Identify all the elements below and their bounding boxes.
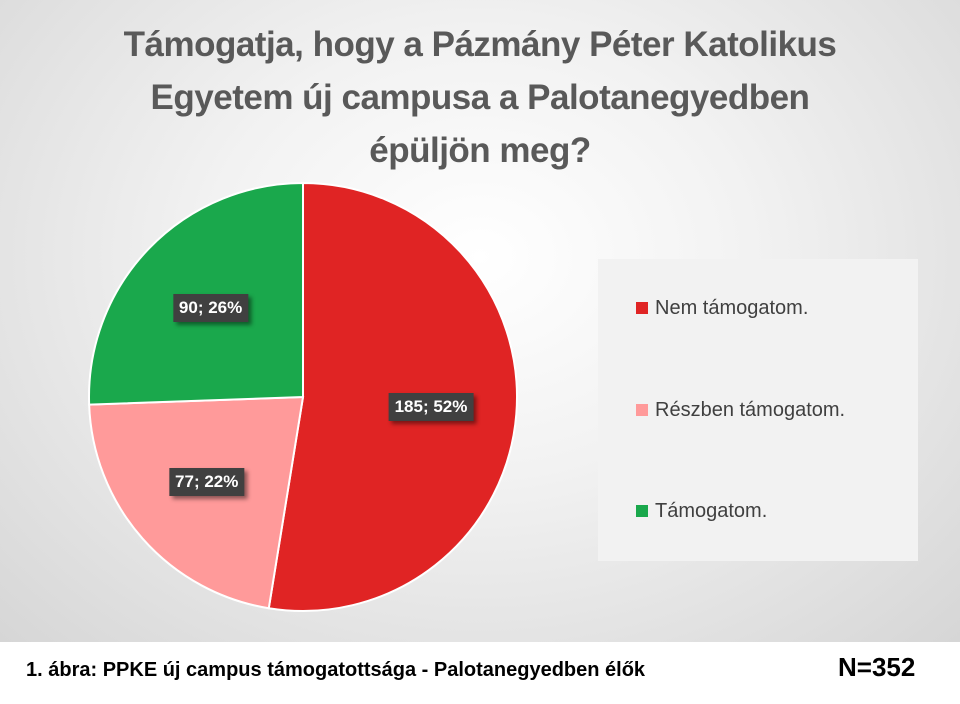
chart-title-line: épüljön meg?	[369, 131, 591, 170]
pie-slice	[88, 395, 305, 610]
sample-size-label: N=352	[838, 652, 916, 682]
legend-item-tamogatom: Támogatom.	[636, 499, 767, 523]
legend-label: Támogatom.	[655, 499, 768, 522]
legend-item-nem-tamogatom: Nem támogatom.	[636, 296, 808, 320]
legend-swatch-pink	[636, 404, 648, 416]
legend-label: Részben támogatom.	[655, 398, 846, 421]
legend-swatch-green	[636, 505, 648, 517]
chart-area: Támogatja, hogy a Pázmány Péter Katoliku…	[0, 0, 960, 642]
pie-data-label: 90; 26%	[172, 293, 249, 322]
figure-footer: 1. ábra: PPKE új campus támogatottsága -…	[0, 642, 960, 704]
legend-label: Nem támogatom.	[655, 296, 809, 319]
figure-caption: 1. ábra: PPKE új campus támogatottsága -…	[26, 659, 646, 681]
chart-legend: Nem támogatom. Részben támogatom. Támoga…	[598, 259, 918, 561]
pie-slice	[88, 181, 304, 406]
pie-data-label: 77; 22%	[169, 467, 245, 496]
pie-data-label: 185; 52%	[388, 393, 474, 422]
chart-title-line: Egyetem új campusa a Palotanegyedben	[150, 78, 810, 117]
legend-item-reszben-tamogatom: Részben támogatom.	[636, 398, 845, 422]
chart-title-line: Támogatja, hogy a Pázmány Péter Katoliku…	[123, 25, 837, 64]
chart-title: Támogatja, hogy a Pázmány Péter Katoliku…	[0, 18, 960, 177]
legend-swatch-red	[636, 302, 648, 314]
